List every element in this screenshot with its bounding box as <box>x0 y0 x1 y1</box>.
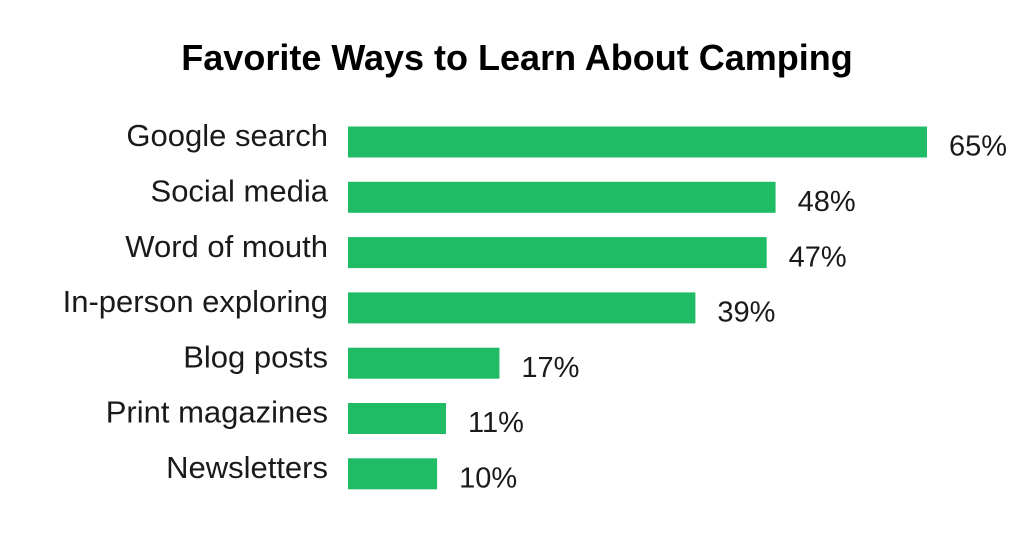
category-label-print-magazines: Print magazines <box>106 395 328 430</box>
value-label-in-person-exploring: 39% <box>717 297 775 329</box>
value-label-blog-posts: 17% <box>521 352 579 384</box>
category-label-newsletters: Newsletters <box>166 450 328 485</box>
value-label-print-magazines: 11% <box>468 407 524 439</box>
bar-blog-posts <box>348 347 500 379</box>
category-label-blog-posts: Blog posts <box>183 339 328 374</box>
value-label-word-of-mouth: 47% <box>789 241 847 273</box>
value-label-newsletters: 10% <box>459 462 517 494</box>
bar-word-of-mouth <box>348 237 767 269</box>
category-label-google-search: Google search <box>126 118 328 153</box>
bar-google-search <box>348 126 927 158</box>
category-label-in-person-exploring: In-person exploring <box>63 284 328 319</box>
bar-in-person-exploring <box>348 292 696 324</box>
bar-newsletters <box>348 458 438 490</box>
value-label-google-search: 65% <box>949 131 1007 163</box>
category-label-word-of-mouth: Word of mouth <box>125 229 328 264</box>
chart-title: Favorite Ways to Learn About Camping <box>181 37 852 78</box>
value-label-social-media: 48% <box>798 186 856 218</box>
bars-group: Google search 65% Social media 48% Word of m… <box>63 118 1007 494</box>
category-label-social-media: Social media <box>151 173 329 208</box>
bar-print-magazines <box>348 403 446 434</box>
bar-social-media <box>348 181 776 213</box>
